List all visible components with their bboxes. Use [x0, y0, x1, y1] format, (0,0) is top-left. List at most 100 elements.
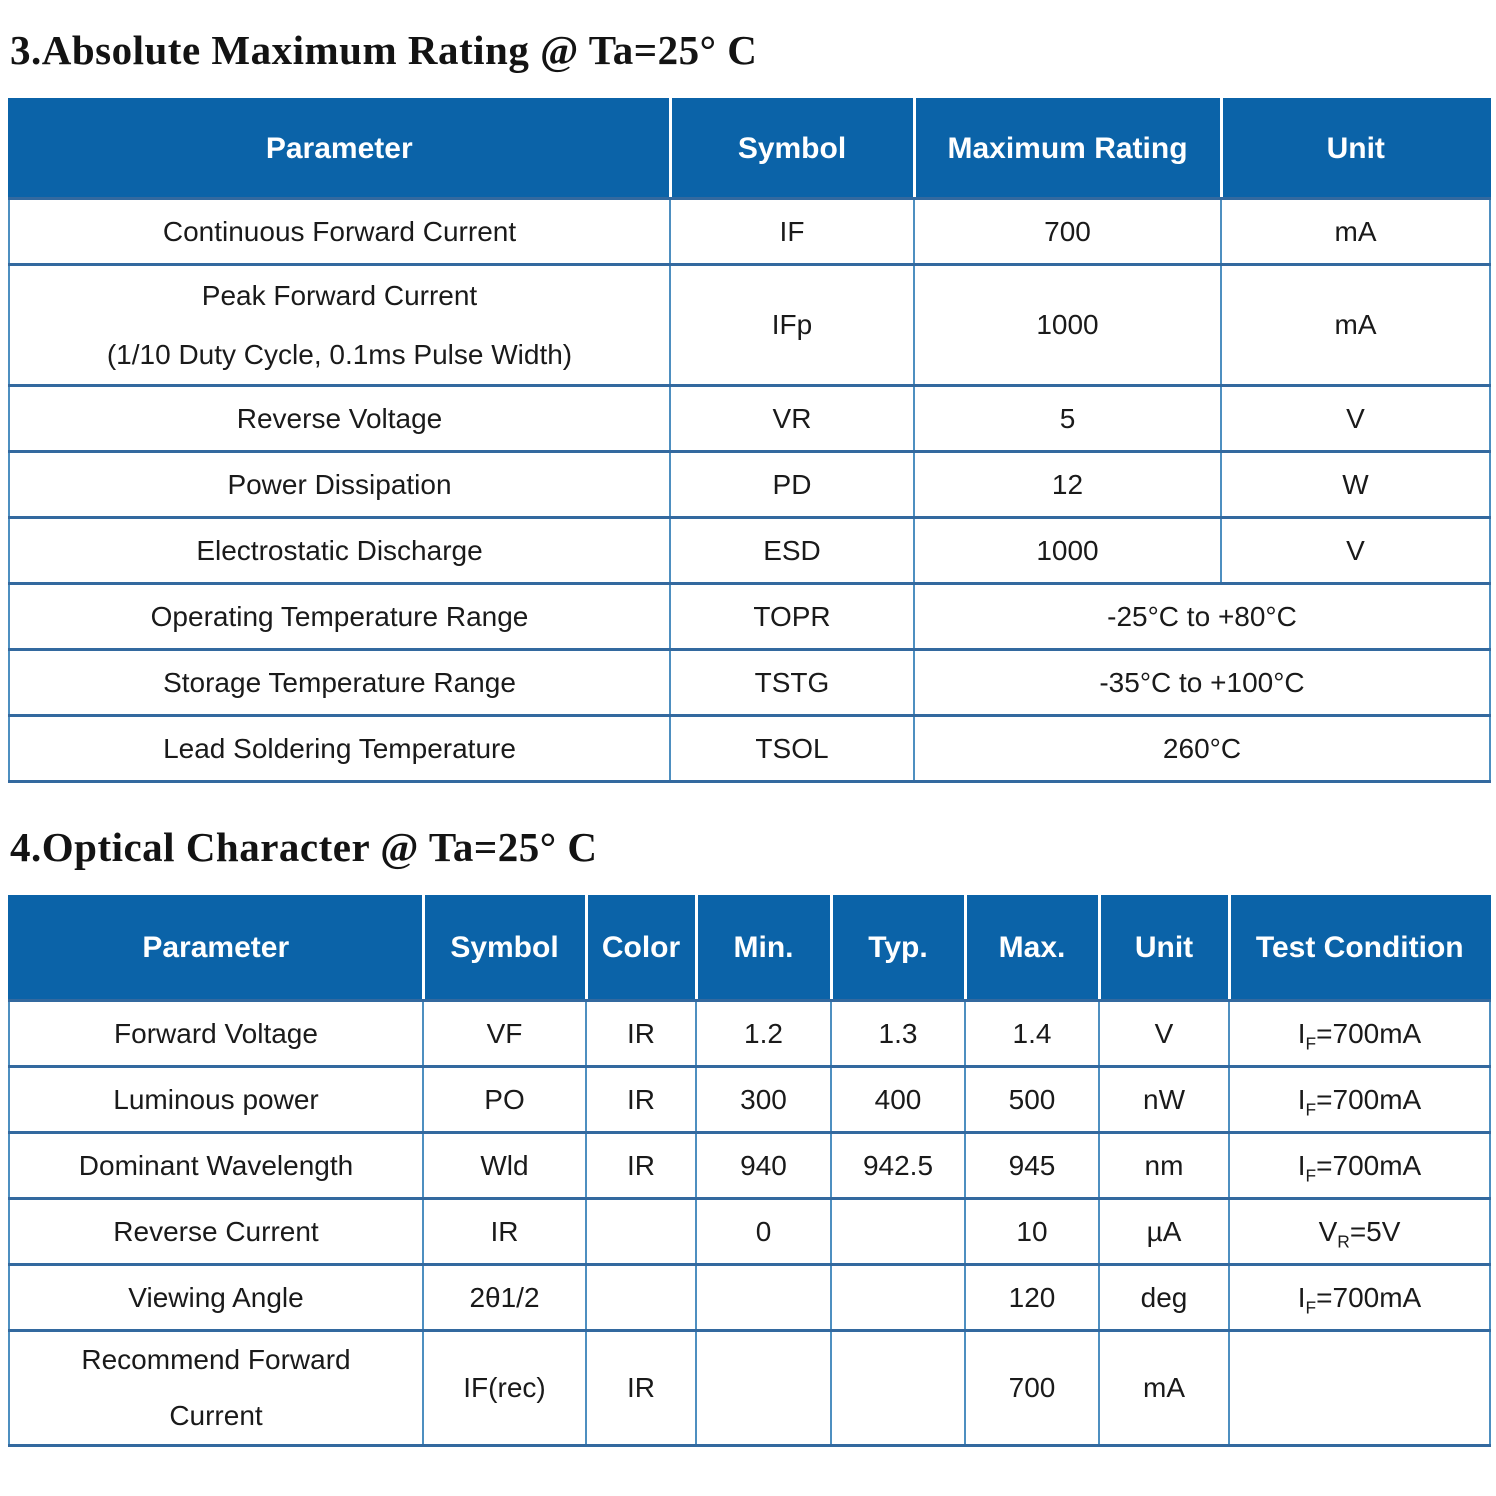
- col-header-symbol: Symbol: [670, 98, 916, 200]
- color-cell: IR: [585, 1329, 697, 1447]
- max-cell: 500: [964, 1065, 1100, 1134]
- min-cell: [695, 1263, 832, 1332]
- min-cell: 0: [695, 1197, 832, 1266]
- section4-title: 4.Optical Character @ Ta=25° C: [10, 824, 598, 870]
- unit-cell: nm: [1098, 1131, 1230, 1200]
- unit-cell: µA: [1098, 1197, 1230, 1266]
- parameter-cell: Viewing Angle: [8, 1263, 424, 1332]
- max-cell: 10: [964, 1197, 1100, 1266]
- symbol-cell: IF: [669, 197, 915, 266]
- symbol-cell: 2θ1/2: [422, 1263, 587, 1332]
- typ-cell: [830, 1263, 966, 1332]
- min-cell: [695, 1329, 832, 1447]
- symbol-cell: IR: [422, 1197, 587, 1266]
- table-row: Operating Temperature Range TOPR -25°C t…: [8, 582, 1491, 651]
- color-cell: IR: [585, 1131, 697, 1200]
- parameter-cell: Electrostatic Discharge: [8, 516, 671, 585]
- rating-cell: 1000: [913, 263, 1222, 387]
- test-condition-cell: IF=700mA: [1228, 1065, 1491, 1134]
- absolute-maximum-rating-table: Parameter Symbol Maximum Rating Unit Con…: [8, 98, 1491, 783]
- col-header-parameter: Parameter: [8, 895, 425, 1002]
- parameter-cell: Dominant Wavelength: [8, 1131, 424, 1200]
- table-row: Dominant Wavelength Wld IR 940 942.5 945…: [8, 1131, 1491, 1200]
- max-cell: 120: [964, 1263, 1100, 1332]
- parameter-cell: Reverse Current: [8, 1197, 424, 1266]
- symbol-cell: ESD: [669, 516, 915, 585]
- typ-cell: [830, 1197, 966, 1266]
- table-header-row: Parameter Symbol Maximum Rating Unit: [8, 98, 1491, 200]
- optical-character-table: Parameter Symbol Color Min. Typ. Max. Un…: [8, 895, 1491, 1447]
- table-row: Reverse Voltage VR 5 V: [8, 384, 1491, 453]
- typ-cell: [830, 1329, 966, 1447]
- color-cell: [585, 1197, 697, 1266]
- rating-span-cell: -35°C to +100°C: [913, 648, 1491, 717]
- symbol-cell: PD: [669, 450, 915, 519]
- symbol-cell: TOPR: [669, 582, 915, 651]
- unit-cell: deg: [1098, 1263, 1230, 1332]
- symbol-cell: IF(rec): [422, 1329, 587, 1447]
- col-header-parameter: Parameter: [8, 98, 672, 200]
- table-row: Forward Voltage VF IR 1.2 1.3 1.4 V IF=7…: [8, 999, 1491, 1068]
- col-header-unit: Unit: [1099, 895, 1231, 1002]
- parameter-cell: Storage Temperature Range: [8, 648, 671, 717]
- symbol-cell: IFp: [669, 263, 915, 387]
- rating-span-cell: -25°C to +80°C: [913, 582, 1491, 651]
- unit-cell: V: [1098, 999, 1230, 1068]
- color-cell: IR: [585, 999, 697, 1068]
- table-row: Lead Soldering Temperature TSOL 260°C: [8, 714, 1491, 783]
- col-header-unit: Unit: [1221, 98, 1491, 200]
- parameter-line1: Recommend Forward: [81, 1344, 351, 1375]
- symbol-cell: Wld: [422, 1131, 587, 1200]
- unit-cell: mA: [1098, 1329, 1230, 1447]
- col-header-test-condition: Test Condition: [1229, 895, 1491, 1002]
- parameter-cell: Operating Temperature Range: [8, 582, 671, 651]
- min-cell: 300: [695, 1065, 832, 1134]
- max-cell: 700: [964, 1329, 1100, 1447]
- rating-cell: 12: [913, 450, 1222, 519]
- symbol-cell: TSTG: [669, 648, 915, 717]
- unit-cell: mA: [1220, 263, 1491, 387]
- test-condition-cell: VR=5V: [1228, 1197, 1491, 1266]
- table-row: Recommend Forward Current IF(rec) IR 700…: [8, 1329, 1491, 1447]
- table-row: Viewing Angle 2θ1/2 120 deg IF=700mA: [8, 1263, 1491, 1332]
- test-condition-cell: IF=700mA: [1228, 1131, 1491, 1200]
- parameter-cell: Peak Forward Current (1/10 Duty Cycle, 0…: [8, 263, 671, 387]
- table-row: Luminous power PO IR 300 400 500 nW IF=7…: [8, 1065, 1491, 1134]
- section3-title: 3.Absolute Maximum Rating @ Ta=25° C: [10, 27, 758, 73]
- rating-cell: 700: [913, 197, 1222, 266]
- col-header-symbol: Symbol: [423, 895, 588, 1002]
- max-cell: 1.4: [964, 999, 1100, 1068]
- parameter-cell: Reverse Voltage: [8, 384, 671, 453]
- symbol-cell: VR: [669, 384, 915, 453]
- symbol-cell: TSOL: [669, 714, 915, 783]
- table-row: Storage Temperature Range TSTG -35°C to …: [8, 648, 1491, 717]
- parameter-cell: Power Dissipation: [8, 450, 671, 519]
- table-row: Reverse Current IR 0 10 µA VR=5V: [8, 1197, 1491, 1266]
- parameter-cell: Lead Soldering Temperature: [8, 714, 671, 783]
- color-cell: IR: [585, 1065, 697, 1134]
- rating-span-cell: 260°C: [913, 714, 1491, 783]
- parameter-line2: Current: [169, 1400, 263, 1431]
- test-condition-cell: [1228, 1329, 1491, 1447]
- unit-cell: V: [1220, 516, 1491, 585]
- rating-cell: 5: [913, 384, 1222, 453]
- col-header-typ: Typ.: [831, 895, 967, 1002]
- parameter-cell: Recommend Forward Current: [8, 1329, 424, 1447]
- symbol-cell: VF: [422, 999, 587, 1068]
- parameter-cell: Forward Voltage: [8, 999, 424, 1068]
- parameter-cell: Continuous Forward Current: [8, 197, 671, 266]
- max-cell: 945: [964, 1131, 1100, 1200]
- table-row: Continuous Forward Current IF 700 mA: [8, 197, 1491, 266]
- table-row: Peak Forward Current (1/10 Duty Cycle, 0…: [8, 263, 1491, 387]
- col-header-maximum-rating: Maximum Rating: [914, 98, 1223, 200]
- col-header-min: Min.: [696, 895, 833, 1002]
- parameter-line2: (1/10 Duty Cycle, 0.1ms Pulse Width): [106, 338, 573, 370]
- test-condition-cell: IF=700mA: [1228, 1263, 1491, 1332]
- col-header-max: Max.: [965, 895, 1101, 1002]
- col-header-color: Color: [586, 895, 698, 1002]
- unit-cell: V: [1220, 384, 1491, 453]
- test-condition-cell: IF=700mA: [1228, 999, 1491, 1068]
- unit-cell: mA: [1220, 197, 1491, 266]
- min-cell: 1.2: [695, 999, 832, 1068]
